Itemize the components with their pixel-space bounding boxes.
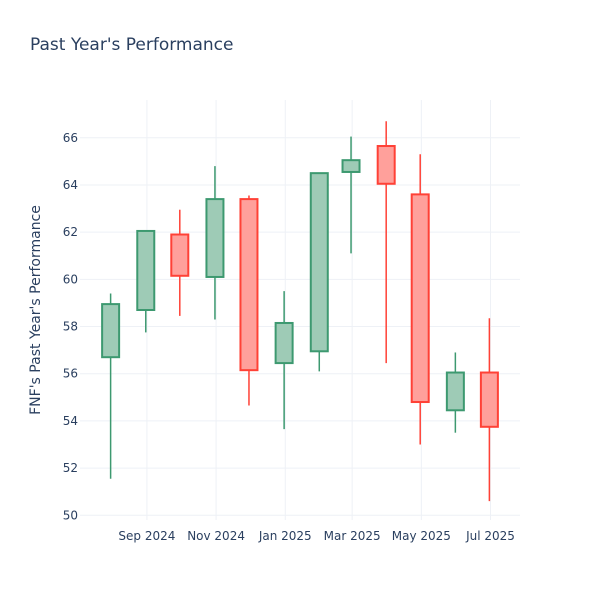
candle-increasing	[136, 229, 156, 333]
x-axis: Sep 2024 Nov 2024 Jan 2025 Mar 2025 May 2025…	[118, 529, 515, 543]
candle-increasing	[445, 352, 465, 433]
x-tick-label: Sep 2024	[118, 529, 175, 543]
y-tick-label: 60	[63, 272, 78, 286]
candle-increasing	[101, 293, 121, 479]
x-tick-label: Jul 2025	[465, 529, 515, 543]
x-tick-label: Nov 2024	[187, 529, 245, 543]
candle-body	[410, 193, 430, 404]
x-tick-label: Jan 2025	[258, 529, 312, 543]
candle-decreasing	[376, 121, 396, 364]
candle-body	[376, 145, 396, 185]
candle-decreasing	[239, 195, 259, 406]
y-tick-label: 64	[63, 178, 78, 192]
x-tick-label: May 2025	[392, 529, 451, 543]
y-tick-label: 50	[63, 508, 78, 522]
candle-body	[170, 233, 190, 277]
y-axis-title: FNF's Past Year's Performance	[28, 205, 44, 415]
candle-increasing	[341, 136, 361, 254]
candle-body	[341, 159, 361, 173]
candle-decreasing	[170, 209, 190, 316]
candle-body	[205, 198, 225, 278]
x-tick-label: Mar 2025	[324, 529, 381, 543]
y-tick-label: 54	[63, 414, 78, 428]
candle-body	[479, 371, 499, 428]
candle-body	[101, 303, 121, 359]
candle-body	[136, 229, 156, 312]
candle-increasing	[309, 172, 329, 372]
candle-body	[445, 371, 465, 412]
candle-decreasing	[479, 318, 499, 502]
y-tick-label: 56	[63, 367, 78, 381]
y-axis: 50 52 54 56 58 60 62 64 66	[63, 131, 78, 523]
y-tick-label: 58	[63, 320, 78, 334]
candles	[101, 121, 499, 502]
candle-increasing	[205, 166, 225, 320]
y-tick-label: 62	[63, 225, 78, 239]
y-tick-label: 66	[63, 131, 78, 145]
candle-body	[239, 198, 259, 372]
candle-increasing	[274, 291, 294, 430]
candle-decreasing	[410, 154, 430, 445]
candle-body	[309, 172, 329, 353]
y-tick-label: 52	[63, 461, 78, 475]
candle-body	[274, 321, 294, 365]
chart-title: Past Year's Performance	[30, 35, 234, 55]
